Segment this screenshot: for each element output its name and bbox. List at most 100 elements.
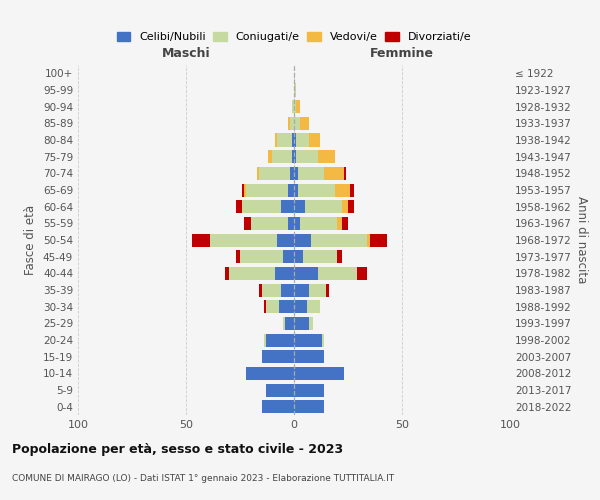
Bar — [281, 200, 294, 213]
Bar — [247, 184, 287, 196]
Bar — [264, 334, 266, 346]
Bar — [275, 134, 277, 146]
Text: Maschi: Maschi — [161, 47, 211, 60]
Bar — [286, 317, 294, 330]
Bar — [341, 200, 348, 213]
Bar — [326, 284, 329, 296]
Bar — [236, 250, 240, 263]
Bar — [309, 317, 313, 330]
Bar — [275, 267, 294, 280]
Bar — [262, 400, 294, 413]
Bar — [341, 217, 348, 230]
Bar — [296, 134, 309, 146]
Bar — [335, 184, 350, 196]
Bar — [311, 234, 367, 246]
Bar — [287, 184, 294, 196]
Bar — [287, 217, 294, 230]
Bar — [244, 217, 251, 230]
Bar — [294, 150, 296, 163]
Bar — [287, 117, 290, 130]
Bar — [298, 167, 324, 180]
Bar — [251, 217, 287, 230]
Bar — [322, 334, 324, 346]
Bar — [236, 200, 242, 213]
Bar — [259, 284, 262, 296]
Text: Popolazione per età, sesso e stato civile - 2023: Popolazione per età, sesso e stato civil… — [12, 442, 343, 456]
Bar — [244, 184, 247, 196]
Bar — [350, 184, 355, 196]
Bar — [348, 200, 355, 213]
Bar — [279, 300, 294, 313]
Bar — [324, 167, 344, 180]
Text: Femmine: Femmine — [370, 47, 434, 60]
Bar — [294, 84, 296, 96]
Bar — [272, 150, 292, 163]
Bar — [257, 167, 259, 180]
Bar — [277, 234, 294, 246]
Bar — [370, 234, 387, 246]
Bar — [294, 134, 296, 146]
Bar — [302, 250, 337, 263]
Bar — [301, 217, 337, 230]
Y-axis label: Anni di nascita: Anni di nascita — [575, 196, 588, 284]
Bar — [290, 167, 294, 180]
Legend: Celibi/Nubili, Coniugati/e, Vedovi/e, Divorziati/e: Celibi/Nubili, Coniugati/e, Vedovi/e, Di… — [113, 28, 475, 46]
Bar — [281, 284, 294, 296]
Bar — [266, 334, 294, 346]
Bar — [301, 117, 309, 130]
Bar — [309, 284, 326, 296]
Bar — [337, 217, 341, 230]
Bar — [344, 167, 346, 180]
Bar — [193, 234, 210, 246]
Bar — [240, 250, 283, 263]
Bar — [294, 367, 344, 380]
Bar — [266, 300, 279, 313]
Bar — [283, 250, 294, 263]
Bar — [294, 167, 298, 180]
Bar — [294, 284, 309, 296]
Bar — [307, 300, 320, 313]
Bar — [277, 134, 292, 146]
Bar — [266, 384, 294, 396]
Bar — [229, 267, 275, 280]
Bar — [367, 234, 370, 246]
Bar — [294, 100, 296, 113]
Bar — [294, 117, 301, 130]
Bar — [356, 267, 367, 280]
Bar — [262, 284, 281, 296]
Bar — [259, 167, 290, 180]
Bar — [247, 367, 294, 380]
Bar — [294, 234, 311, 246]
Bar — [294, 317, 309, 330]
Bar — [318, 267, 356, 280]
Bar — [283, 317, 286, 330]
Bar — [294, 267, 318, 280]
Bar — [294, 350, 324, 363]
Bar — [298, 184, 335, 196]
Bar — [262, 350, 294, 363]
Bar — [294, 334, 322, 346]
Text: COMUNE DI MAIRAGO (LO) - Dati ISTAT 1° gennaio 2023 - Elaborazione TUTTITALIA.IT: COMUNE DI MAIRAGO (LO) - Dati ISTAT 1° g… — [12, 474, 394, 483]
Bar — [294, 384, 324, 396]
Bar — [294, 217, 301, 230]
Bar — [294, 200, 305, 213]
Bar — [242, 184, 244, 196]
Bar — [296, 150, 318, 163]
Bar — [337, 250, 341, 263]
Bar — [294, 250, 302, 263]
Bar — [292, 150, 294, 163]
Bar — [268, 150, 272, 163]
Bar — [290, 117, 294, 130]
Bar — [242, 200, 281, 213]
Bar — [305, 200, 341, 213]
Y-axis label: Fasce di età: Fasce di età — [25, 205, 37, 275]
Bar — [210, 234, 277, 246]
Bar — [296, 100, 301, 113]
Bar — [225, 267, 229, 280]
Bar — [292, 134, 294, 146]
Bar — [294, 300, 307, 313]
Bar — [309, 134, 320, 146]
Bar — [294, 400, 324, 413]
Bar — [264, 300, 266, 313]
Bar — [292, 100, 294, 113]
